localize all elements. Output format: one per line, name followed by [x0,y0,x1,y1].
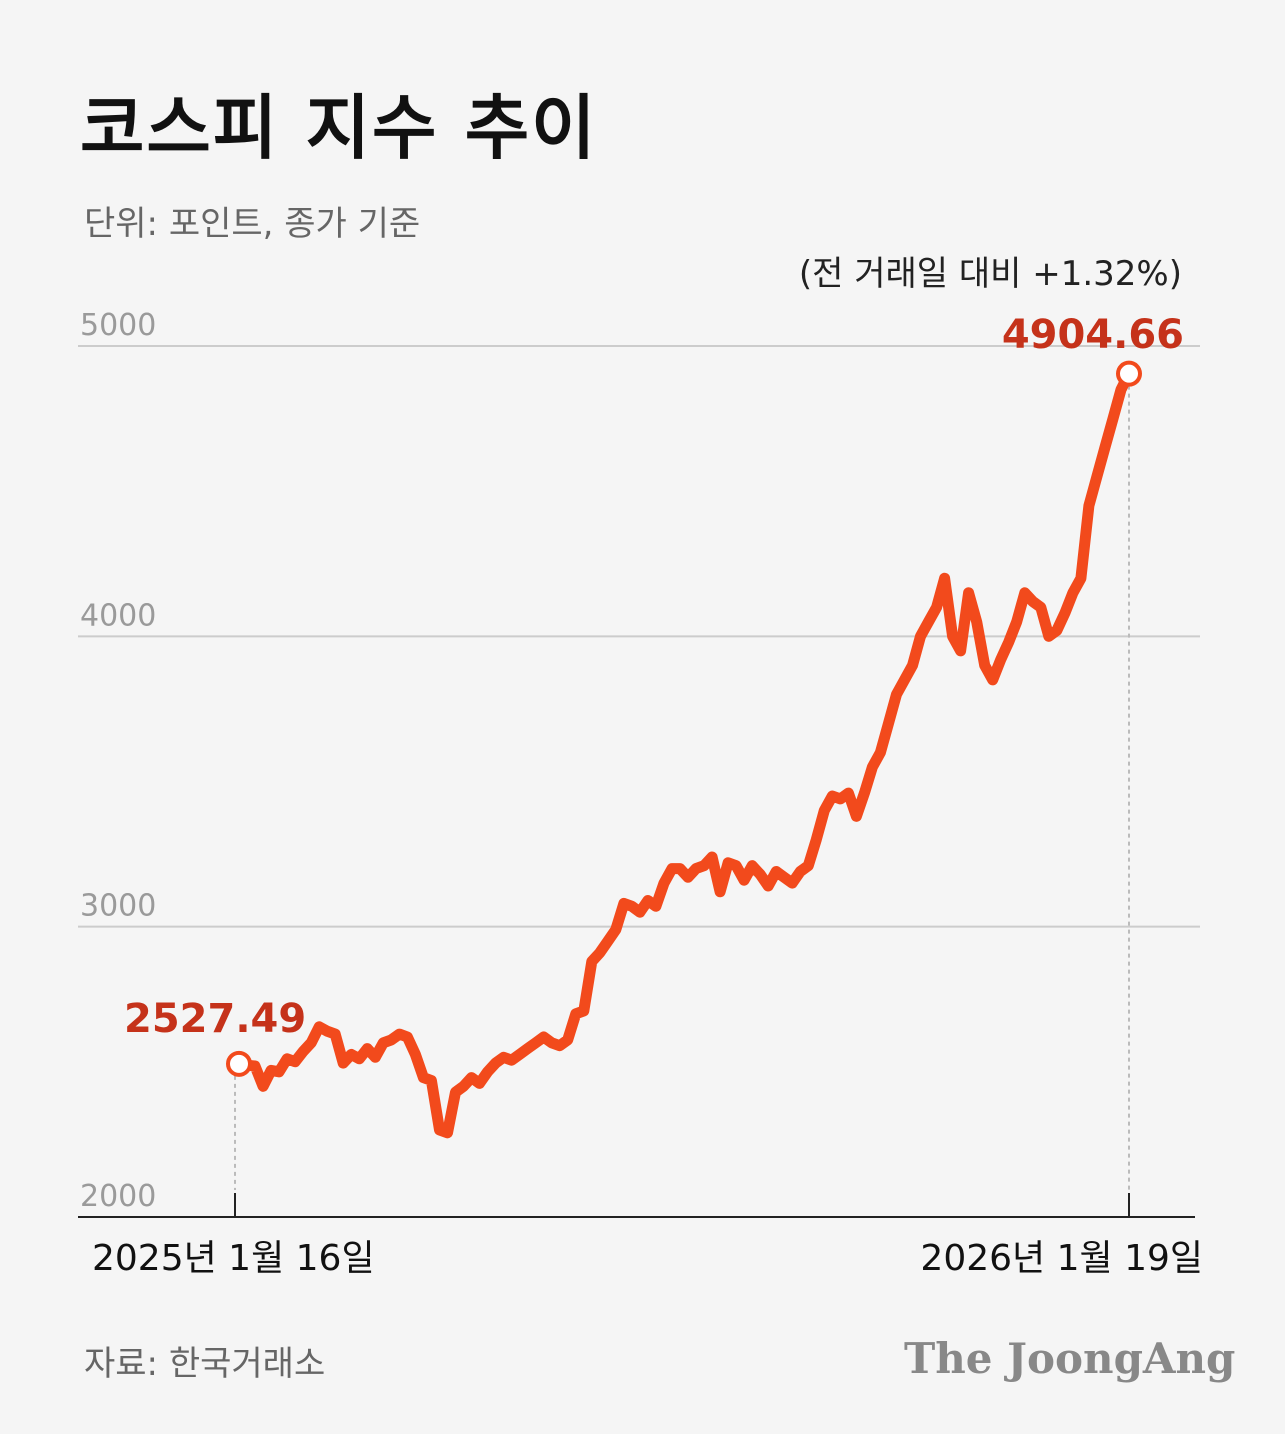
kospi-series-line [233,368,1135,1139]
chart-subtitle: 단위: 포인트, 종가 기준 [84,204,421,244]
y-tick-5000: 5000 [80,308,156,343]
data-source: 자료: 한국거래소 [84,1344,326,1384]
end-point-marker [1116,360,1142,387]
end-value-label: 4904.66 [1002,312,1184,358]
y-tick-2000: 2000 [80,1179,156,1214]
grid-lines [78,345,1200,928]
chart-title: 코스피 지수 추이 [80,87,598,169]
start-value-label: 2527.49 [124,996,306,1042]
start-point-marker [226,1050,252,1077]
y-axis-tick-labels: 2000 3000 4000 5000 [80,308,156,1214]
brand-logo: The JoongAng [904,1334,1236,1383]
x-label-end: 2026년 1월 19일 [920,1238,1203,1279]
y-tick-3000: 3000 [80,889,156,924]
end-change-annotation: (전 거래일 대비 +1.32%) [799,254,1182,294]
x-label-start: 2025년 1월 16일 [92,1238,375,1279]
y-tick-4000: 4000 [80,598,156,633]
